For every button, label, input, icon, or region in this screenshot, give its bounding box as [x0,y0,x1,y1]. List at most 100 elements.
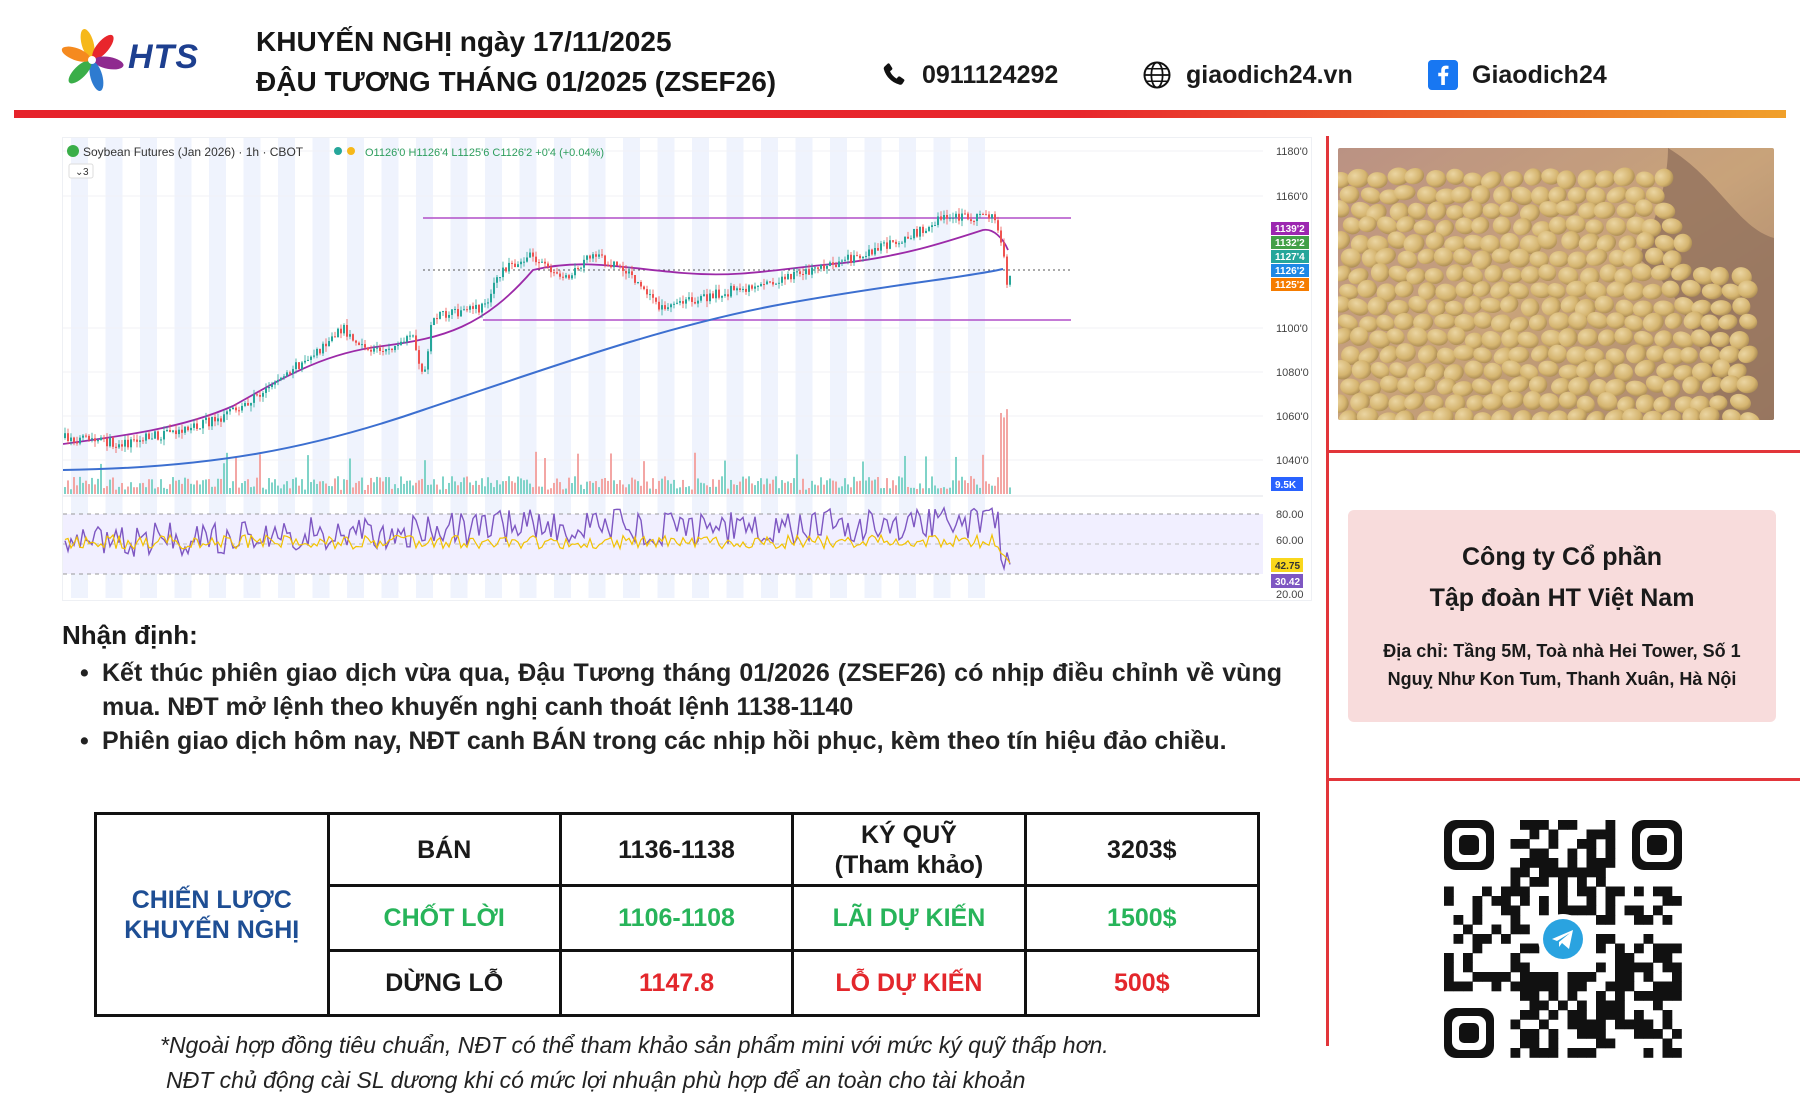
contact-facebook[interactable]: Giaodich24 [1428,60,1607,90]
volume-bar [934,485,936,494]
soybean [1691,299,1712,316]
soybean [1739,313,1758,330]
candle-body [139,440,141,442]
soybean [1650,264,1672,281]
soybean [1537,230,1558,250]
price-tag-box [1271,236,1309,249]
candle-body [682,301,684,304]
qr-module [1596,991,1606,1001]
volume-bar [478,484,480,494]
soybean-photo [1338,148,1774,420]
soybean [1414,376,1436,394]
volume-bar [97,478,99,494]
candle-body [88,435,90,440]
interval-toggle[interactable]: 3 [83,167,89,178]
stop-loss-label: DỪNG LỖ [326,949,562,1017]
qr-module [1520,1038,1530,1049]
contact-website[interactable]: giaodich24.vn [1142,60,1353,90]
session-band [795,138,813,598]
volume-bar [808,488,810,494]
volume-bar [139,483,141,494]
candle-body [544,261,546,264]
qr-module [1577,1000,1587,1011]
telegram-qr-code[interactable] [1440,816,1686,1062]
soybeans-image-icon [1338,148,1774,420]
volume-bar [787,481,789,494]
volume-bar [124,489,126,494]
soybean [1471,217,1490,234]
soybean [1645,375,1666,393]
qr-module [1615,1019,1625,1030]
soybean [1407,362,1427,381]
soybean [1513,410,1533,420]
soybean [1509,316,1529,333]
candle-body [574,268,576,276]
volume-bar [415,482,417,494]
candle-body [805,269,807,275]
volume-bar [565,488,567,494]
candle-body [430,325,432,352]
volume-bar [403,483,405,494]
soybean [1606,281,1628,298]
volume-bar [175,480,177,494]
qr-module [1529,1048,1540,1058]
candle-body [214,416,216,422]
soybean [1445,394,1466,413]
candle-body [652,294,654,298]
soybean [1418,282,1437,300]
candle-body [346,324,348,337]
candle-body [355,340,357,343]
volume-bar [535,451,537,494]
soybean [1502,267,1523,283]
qr-module [1577,905,1587,916]
volume-bar [991,485,993,494]
soybean [1604,409,1626,420]
soybean [1432,407,1454,420]
candle-body [1003,242,1005,257]
candle-body [958,213,960,221]
volume-bar [427,484,429,494]
candle-body [400,341,402,345]
volume-bar [166,488,168,494]
candle-body [793,271,795,280]
soybean [1454,313,1476,332]
session-band [830,138,847,598]
volume-bar [964,480,966,494]
volume-bar [160,479,162,494]
volume-bar [226,452,228,494]
soybean [1608,249,1627,267]
analysis-bullet: Kết thúc phiên giao dịch vừa qua, Đậu Tư… [62,656,1282,724]
soybean [1672,331,1694,349]
qr-module [1539,1019,1549,1030]
candle-body [208,417,210,427]
candle-body [649,294,651,296]
qr-module [1662,1010,1673,1020]
soybean [1558,267,1579,285]
soybean [1370,263,1390,283]
soybean [1480,234,1500,254]
soybean [1481,171,1502,189]
qr-module [1605,934,1616,944]
phone-icon [883,63,905,85]
soybean [1662,250,1682,269]
candle-body [664,305,666,310]
volume-bar [901,477,903,494]
volume-bar [907,486,909,494]
candlestick-chart-svg: Soybean Futures (Jan 2026) · 1h · CBOT O… [63,138,1309,601]
candle-body [268,387,270,389]
phone-number: 0911124292 [922,60,1059,89]
qr-module [1605,905,1616,916]
soybean [1502,391,1524,409]
soybean [1605,217,1627,236]
strategy-table: CHIẾN LƯỢC KHUYẾN NGHỊ BÁN 1136-1138 KÝ … [94,812,1261,1017]
candle-body [286,372,288,377]
soybean [1511,186,1533,206]
contact-phone[interactable]: 0911124292 [880,60,1058,90]
candle-body [280,377,282,380]
candle-body [313,355,315,357]
qr-module [1643,991,1654,1001]
qr-module [1634,991,1644,1001]
session-band [692,138,709,598]
volume-bar [265,489,267,494]
soybean [1453,345,1476,361]
